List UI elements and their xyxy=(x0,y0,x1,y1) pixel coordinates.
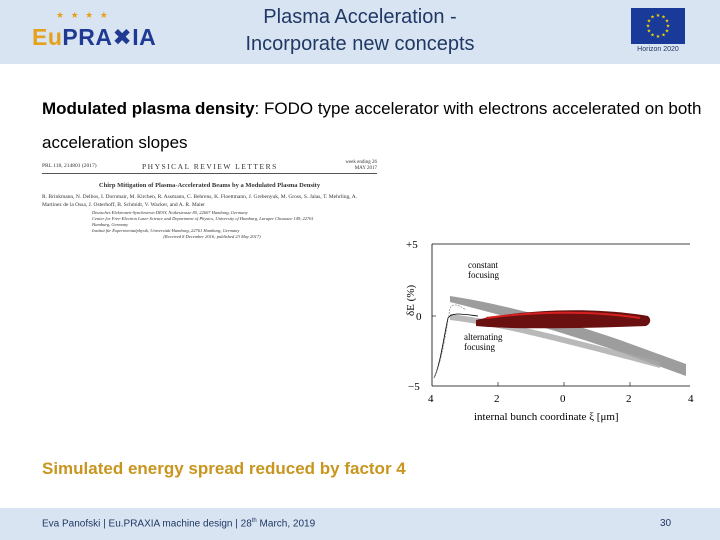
current-profile-curve xyxy=(433,313,479,379)
svg-text:★: ★ xyxy=(661,33,666,39)
ytick-mid: 0 xyxy=(416,311,422,323)
paper-received: (Received 8 December 2016; published 23 … xyxy=(163,234,261,239)
svg-text:★: ★ xyxy=(650,15,655,21)
label-alternating-2: focusing xyxy=(464,342,495,352)
label-alternating-1: alternating xyxy=(464,332,503,342)
paper-snippet: PRL 118, 214801 (2017) PHYSICAL REVIEW L… xyxy=(42,158,377,266)
logo-eu: Eu xyxy=(32,24,63,50)
paper-authors: R. Brinkmann, N. Delbos, I. Dornmair, M.… xyxy=(42,194,358,208)
slide-title: Plasma Acceleration - Incorporate new co… xyxy=(220,4,500,58)
ytick-bot: −5 xyxy=(408,381,420,393)
ytick-top: +5 xyxy=(406,239,418,251)
paper-journal: PHYSICAL REVIEW LETTERS xyxy=(142,162,278,171)
header-band: ★ ★ ★ ★ EuPRA✖IA Plasma Acceleration - I… xyxy=(0,0,720,64)
label-constant-2: focusing xyxy=(468,270,499,280)
intro-paragraph: Modulated plasma density: FODO type acce… xyxy=(42,92,712,160)
modulated-beam-highlight xyxy=(485,311,641,319)
plot-ylabel: δE (%) xyxy=(405,285,417,316)
logo-rest: PRA✖IA xyxy=(62,24,157,50)
svg-text:★: ★ xyxy=(647,29,652,35)
paper-affil-1: Deutsches Elektronen-Synchrotron DESY, N… xyxy=(92,210,248,215)
xtick-0: 4 xyxy=(428,393,434,405)
page-number: 30 xyxy=(660,518,672,529)
svg-text:★: ★ xyxy=(646,24,651,30)
plot-xlabel: internal bunch coordinate ξ [μm] xyxy=(474,411,619,423)
intro-rest: : FODO type accelerator with electrons a… xyxy=(42,99,702,152)
paper-affiliations: Deutsches Elektronen-Synchrotron DESY, N… xyxy=(92,210,332,240)
xtick-3: 2 xyxy=(626,393,632,405)
svg-text:★: ★ xyxy=(661,15,666,21)
svg-text:★: ★ xyxy=(665,19,670,25)
svg-text:★: ★ xyxy=(650,33,655,39)
footer-text-sup: th xyxy=(251,518,257,524)
energy-spread-plot: +5 0 −5 4 2 0 2 4 δE (%) internal bunch … xyxy=(390,236,710,436)
paper-ref: PRL 118, 214801 (2017) xyxy=(42,163,97,169)
label-constant-1: constant xyxy=(468,260,498,270)
footer-text-post: March, 2019 xyxy=(256,518,316,530)
paper-header: PRL 118, 214801 (2017) PHYSICAL REVIEW L… xyxy=(42,158,377,174)
svg-text:★: ★ xyxy=(666,24,671,30)
result-statement: Simulated energy spread reduced by facto… xyxy=(42,459,406,478)
xtick-2: 0 xyxy=(560,393,566,405)
svg-text:★: ★ xyxy=(647,19,652,25)
paper-date: week ending 26 MAY 2017 xyxy=(345,160,377,171)
title-line-1: Plasma Acceleration - xyxy=(263,6,457,28)
horizon-2020-label: Horizon 2020 xyxy=(637,46,679,53)
xtick-4: 4 xyxy=(688,393,694,405)
logo-stars-icon: ★ ★ ★ ★ xyxy=(56,10,110,20)
footer-band: Eva Panofski | Eu.PRAXIA machine design … xyxy=(0,508,720,540)
svg-text:★: ★ xyxy=(665,29,670,35)
svg-text:★: ★ xyxy=(656,34,661,40)
intro-bold: Modulated plasma density xyxy=(42,99,255,118)
footer-text: Eva Panofski | Eu.PRAXIA machine design … xyxy=(42,518,315,529)
footer-text-pre: Eva Panofski | Eu.PRAXIA machine design … xyxy=(42,518,252,530)
eu-flag-icon: ★ ★ ★ ★ ★ ★ ★ ★ ★ ★ ★ ★ xyxy=(631,8,685,44)
paper-affil-2: Center for Free-Electron Laser Science a… xyxy=(92,216,314,227)
xtick-1: 2 xyxy=(494,393,500,405)
paper-affil-3: Institut für Experimentalphysik, Univers… xyxy=(92,228,240,233)
paper-title: Chirp Mitigation of Plasma-Accelerated B… xyxy=(98,182,321,189)
eupraxia-logo: ★ ★ ★ ★ EuPRA✖IA xyxy=(32,10,162,56)
title-line-2: Incorporate new concepts xyxy=(245,33,475,55)
svg-text:★: ★ xyxy=(656,13,661,19)
